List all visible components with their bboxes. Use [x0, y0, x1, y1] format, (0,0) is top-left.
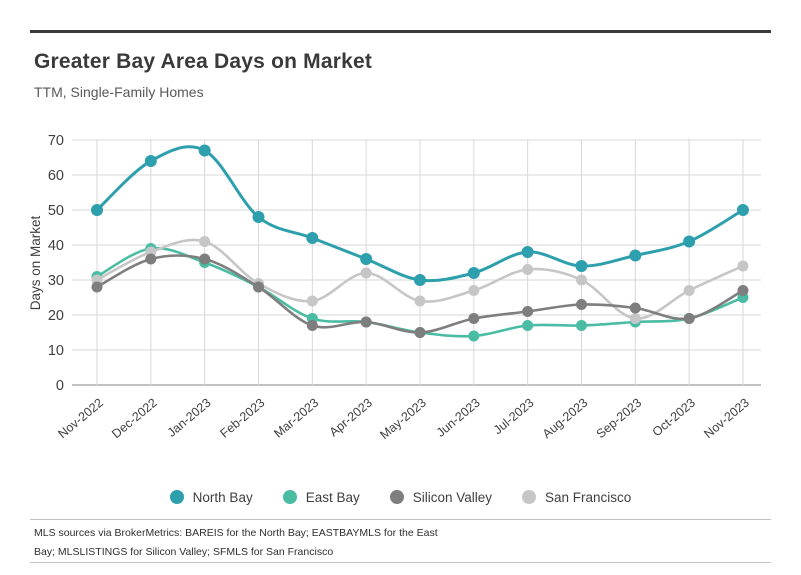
- svg-text:Jan-2023: Jan-2023: [165, 396, 214, 440]
- svg-text:Oct-2023: Oct-2023: [650, 396, 698, 440]
- data-point: [199, 253, 211, 265]
- chart-area: 0 10 20 30 40 50 60 70 Days on Market Nov-2022 Dec…: [0, 115, 801, 473]
- legend-label: Silicon Valley: [412, 489, 493, 505]
- data-point: [522, 306, 534, 317]
- data-point: [199, 236, 211, 247]
- data-point: [252, 211, 265, 223]
- data-point: [575, 274, 587, 286]
- svg-text:10: 10: [48, 343, 64, 359]
- legend-item-san-francisco: San Francisco: [522, 490, 631, 505]
- source-note-line1: MLS sources via BrokerMetrics: BAREIS fo…: [34, 527, 438, 539]
- data-point: [91, 204, 103, 216]
- data-point: [306, 320, 318, 331]
- legend-label: East Bay: [305, 489, 360, 505]
- series-silicon-valley: [91, 253, 749, 338]
- data-point: [683, 313, 695, 324]
- svg-text:Aug-2023: Aug-2023: [540, 396, 591, 442]
- svg-text:40: 40: [48, 238, 64, 254]
- data-point: [629, 302, 641, 314]
- svg-text:70: 70: [48, 133, 64, 149]
- north-bay-dot-icon: [169, 490, 184, 504]
- data-point: [145, 253, 157, 265]
- data-point: [360, 253, 373, 265]
- y-axis-label: Days on Market: [28, 215, 43, 310]
- svg-text:60: 60: [48, 168, 64, 184]
- data-point: [198, 144, 211, 157]
- data-point: [736, 204, 749, 216]
- data-point: [521, 246, 534, 258]
- legend-label: San Francisco: [545, 489, 632, 505]
- svg-text:Apr-2023: Apr-2023: [327, 396, 375, 440]
- svg-text:May-2023: May-2023: [377, 396, 429, 442]
- silicon-valley-dot-icon: [389, 490, 404, 504]
- y-axis-ticks: 0 10 20 30 40 50 60 70: [48, 133, 64, 394]
- san-francisco-dot-icon: [522, 490, 537, 504]
- data-point: [467, 267, 480, 279]
- data-point: [575, 260, 588, 272]
- data-point: [91, 281, 103, 293]
- data-point: [522, 320, 534, 331]
- data-point: [306, 232, 319, 244]
- svg-text:Nov-2023: Nov-2023: [701, 396, 752, 442]
- footer-rule-bottom: [30, 562, 771, 563]
- series-san-francisco: [91, 236, 749, 324]
- data-point: [629, 313, 641, 324]
- series-north-bay: [91, 144, 749, 286]
- legend-item-east-bay: East Bay: [282, 489, 360, 505]
- top-accent-rule: [30, 30, 771, 33]
- data-point: [468, 330, 480, 342]
- svg-text:20: 20: [48, 308, 64, 324]
- svg-text:Jul-2023: Jul-2023: [491, 396, 537, 438]
- data-point: [683, 235, 696, 248]
- data-point: [360, 316, 372, 328]
- east-bay-dot-icon: [282, 490, 297, 504]
- legend-label: North Bay: [192, 489, 253, 505]
- legend-item-north-bay: North Bay: [169, 489, 253, 505]
- data-point: [414, 327, 426, 338]
- chart-canvas: 0 10 20 30 40 50 60 70 Days on Market Nov-2022 Dec…: [28, 133, 761, 442]
- svg-text:Nov-2022: Nov-2022: [55, 396, 106, 442]
- data-point: [683, 285, 695, 296]
- data-point: [468, 313, 480, 324]
- chart-legend: North Bay East Bay Silicon Valley San Fr…: [0, 486, 801, 508]
- svg-text:Mar-2023: Mar-2023: [271, 396, 321, 441]
- gridlines: [72, 139, 761, 386]
- data-point: [413, 274, 426, 286]
- svg-text:Sep-2023: Sep-2023: [594, 396, 645, 442]
- data-point: [252, 281, 264, 293]
- data-point: [575, 320, 587, 331]
- data-point: [629, 249, 642, 262]
- data-point: [522, 264, 534, 275]
- svg-text:Feb-2023: Feb-2023: [217, 396, 267, 441]
- x-axis-ticks: Nov-2022 Dec-2022 Jan-2023 Feb-2023 Mar-2023…: [55, 396, 752, 442]
- data-point: [737, 260, 749, 272]
- svg-text:Dec-2022: Dec-2022: [109, 396, 160, 442]
- data-point: [468, 285, 480, 296]
- source-note-line2: Bay; MLSLISTINGS for Silicon Valley; SFM…: [34, 546, 334, 558]
- source-note: MLS sources via BrokerMetrics: BAREIS fo…: [34, 524, 438, 562]
- footer-rule-top: [30, 519, 771, 520]
- data-point: [360, 267, 372, 279]
- data-point: [575, 299, 587, 310]
- data-point: [144, 155, 157, 167]
- svg-text:30: 30: [48, 273, 64, 289]
- data-point: [306, 295, 318, 307]
- page-title: Greater Bay Area Days on Market: [34, 50, 373, 73]
- data-point: [414, 295, 426, 307]
- svg-text:Jun-2023: Jun-2023: [434, 396, 483, 440]
- data-point: [737, 285, 749, 296]
- svg-text:0: 0: [56, 378, 64, 394]
- legend-item-silicon-valley: Silicon Valley: [389, 489, 493, 505]
- page-subtitle: TTM, Single-Family Homes: [34, 84, 204, 100]
- svg-text:50: 50: [48, 203, 64, 219]
